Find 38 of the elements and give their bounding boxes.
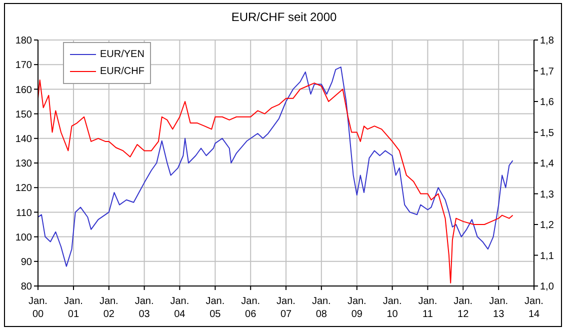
- x-tick-label: Jan. 05: [206, 296, 225, 320]
- x-tick-label: Jan. 08: [312, 296, 331, 320]
- x-tick-label: Jan. 06: [241, 296, 260, 320]
- y-tick-label: 120: [15, 183, 32, 194]
- y-tick-label: 130: [15, 158, 32, 170]
- y-tick-label: 90: [20, 256, 32, 268]
- x-tick-label: Jan. 14: [524, 296, 544, 320]
- y2-tick-label: 1,7: [540, 66, 554, 78]
- x-tick-label: Jan. 03: [134, 296, 154, 320]
- y-tick-label: 150: [15, 109, 32, 120]
- x-tick-label: Jan. 09: [347, 296, 366, 320]
- x-tick-label: Jan. 07: [276, 296, 296, 320]
- y2-tick-label: 1,8: [540, 36, 554, 47]
- y2-tick-label: 1,4: [540, 158, 554, 170]
- x-tick-label: Jan. 10: [382, 296, 402, 320]
- y-tick-label: 80: [20, 282, 32, 293]
- y2-tick-label: 1,2: [540, 220, 554, 232]
- x-tick-label: Jan. 04: [170, 296, 190, 320]
- y-tick-label: 160: [15, 84, 32, 96]
- y-tick-label: 180: [15, 36, 32, 47]
- legend-label: EUR/CHF: [100, 65, 144, 79]
- x-tick-label: Jan. 02: [99, 296, 118, 320]
- x-tick-label: Jan. 13: [489, 296, 508, 320]
- y2-tick-label: 1,5: [540, 128, 554, 139]
- y2-tick-label: 1,0: [540, 282, 554, 293]
- y-tick-label: 140: [15, 134, 32, 145]
- y2-tick-label: 1,3: [540, 189, 554, 200]
- chart-title: EUR/CHF seit 2000: [230, 10, 338, 24]
- y2-tick-label: 1,1: [540, 250, 554, 262]
- y-tick-label: 170: [15, 60, 32, 72]
- y-tick-label: 100: [15, 232, 32, 244]
- x-tick-label: Jan. 01: [64, 296, 83, 320]
- y-tick-label: 110: [16, 208, 32, 219]
- legend-label: EUR/YEN: [100, 48, 144, 62]
- y2-tick-label: 1,6: [540, 97, 554, 108]
- x-tick-label: Jan. 11: [418, 296, 438, 320]
- x-tick-label: Jan. 12: [454, 296, 473, 320]
- x-tick-label: Jan. 00: [28, 296, 48, 320]
